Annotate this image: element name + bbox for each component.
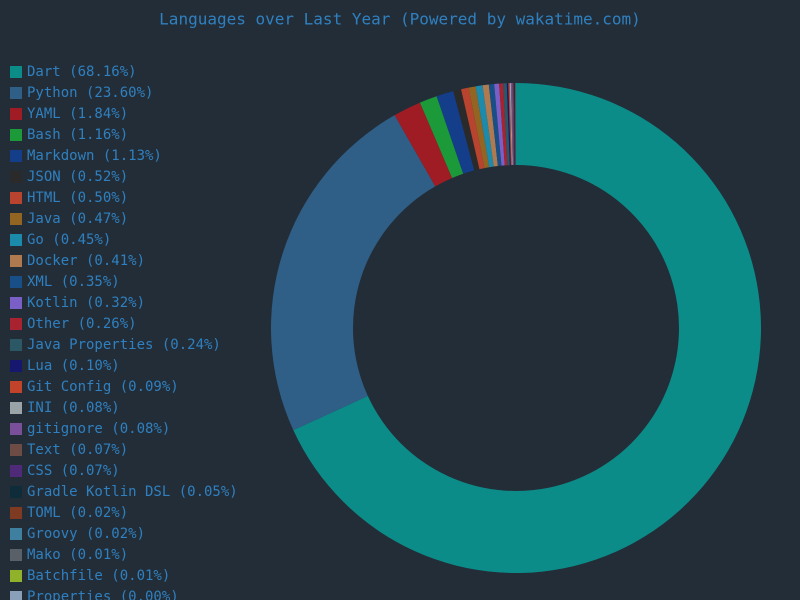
- legend-swatch: [10, 423, 22, 435]
- donut-slice: [293, 83, 761, 573]
- legend-swatch: [10, 213, 22, 225]
- donut-slice: [506, 83, 511, 166]
- legend-label: Java Properties (0.24%): [27, 337, 221, 353]
- legend-swatch: [10, 318, 22, 330]
- legend-label: Dart (68.16%): [27, 64, 137, 80]
- legend-swatch: [10, 507, 22, 519]
- donut-slice: [488, 83, 502, 167]
- legend-swatch: [10, 486, 22, 498]
- donut-slice: [482, 84, 498, 167]
- legend-label: Python (23.60%): [27, 85, 153, 101]
- legend-swatch: [10, 255, 22, 267]
- donut-slice: [515, 83, 516, 166]
- legend-label: INI (0.08%): [27, 400, 120, 416]
- legend-swatch: [10, 192, 22, 204]
- legend-swatch: [10, 444, 22, 456]
- legend-swatch: [10, 108, 22, 120]
- donut-slice: [508, 83, 512, 166]
- legend-label: gitignore (0.08%): [27, 421, 170, 437]
- legend-swatch: [10, 591, 22, 600]
- legend-swatch: [10, 234, 22, 246]
- legend-swatch: [10, 402, 22, 414]
- donut-slice: [503, 83, 510, 166]
- legend-swatch: [10, 150, 22, 162]
- legend-label: HTML (0.50%): [27, 190, 128, 206]
- legend-swatch: [10, 129, 22, 141]
- legend-swatch: [10, 381, 22, 393]
- legend-label: Gradle Kotlin DSL (0.05%): [27, 484, 238, 500]
- donut-slice: [461, 87, 485, 170]
- donut-slice: [475, 85, 494, 168]
- legend-label: Lua (0.10%): [27, 358, 120, 374]
- chart-title: Languages over Last Year (Powered by wak…: [159, 10, 641, 29]
- legend-label: Docker (0.41%): [27, 253, 145, 269]
- legend-swatch: [10, 549, 22, 561]
- legend-swatch: [10, 570, 22, 582]
- legend-label: YAML (1.84%): [27, 106, 128, 122]
- legend-swatch: [10, 171, 22, 183]
- legend-label: Groovy (0.02%): [27, 526, 145, 542]
- donut-slice: [468, 86, 490, 169]
- legend-swatch: [10, 276, 22, 288]
- donut-slice: [499, 83, 508, 166]
- donut-slice: [512, 83, 515, 166]
- legend-label: Git Config (0.09%): [27, 379, 179, 395]
- legend-label: CSS (0.07%): [27, 463, 120, 479]
- donut-slice: [513, 83, 515, 166]
- donut-slice: [436, 91, 475, 174]
- legend-label: Properties (0.00%): [27, 589, 179, 600]
- donut-slice: [271, 115, 436, 431]
- legend-label: JSON (0.52%): [27, 169, 128, 185]
- donut-slice: [514, 83, 516, 166]
- donut-slice: [494, 83, 505, 166]
- donut-slice: [510, 83, 514, 166]
- donut-slice: [453, 89, 480, 171]
- legend-label: Kotlin (0.32%): [27, 295, 145, 311]
- legend-label: XML (0.35%): [27, 274, 120, 290]
- donut-slice: [419, 96, 464, 179]
- legend-label: Text (0.07%): [27, 442, 128, 458]
- legend-swatch: [10, 297, 22, 309]
- legend-label: Bash (1.16%): [27, 127, 128, 143]
- legend-swatch: [10, 87, 22, 99]
- donut-slice: [509, 83, 513, 166]
- legend-label: Mako (0.01%): [27, 547, 128, 563]
- legend-swatch: [10, 465, 22, 477]
- legend-label: Go (0.45%): [27, 232, 111, 248]
- legend-label: Java (0.47%): [27, 211, 128, 227]
- legend-label: Markdown (1.13%): [27, 148, 162, 164]
- legend-swatch: [10, 339, 22, 351]
- legend-swatch: [10, 360, 22, 372]
- legend-swatch: [10, 66, 22, 78]
- legend-label: Batchfile (0.01%): [27, 568, 170, 584]
- donut-slice: [394, 102, 453, 187]
- legend-swatch: [10, 528, 22, 540]
- legend-label: Other (0.26%): [27, 316, 137, 332]
- legend-label: TOML (0.02%): [27, 505, 128, 521]
